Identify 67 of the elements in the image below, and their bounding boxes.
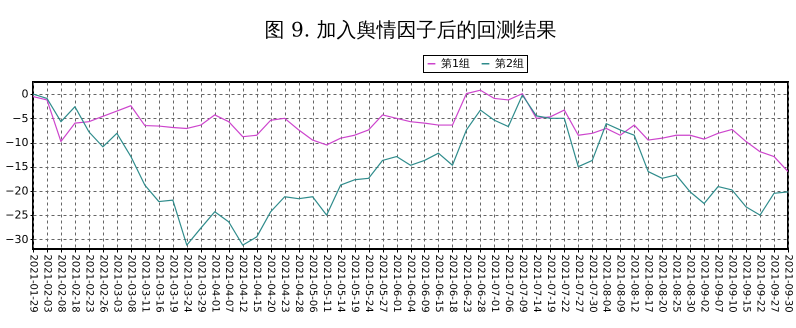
y-tick-label: −5 [12, 112, 28, 125]
legend-label: 第1组 [441, 56, 470, 70]
x-tick-label: 2021-04-01 [209, 254, 220, 313]
x-tick-label: 2021-02-08 [55, 254, 66, 313]
x-tick-label: 2021-04-15 [251, 254, 262, 313]
x-tick-label: 2021-02-23 [83, 254, 94, 313]
x-tick-label: 2021-06-18 [446, 254, 458, 313]
x-tick-label: 2021-07-06 [502, 254, 514, 313]
x-tick-label: 2021-04-23 [279, 254, 290, 313]
legend-label: 第2组 [495, 56, 524, 70]
x-tick-label: 2021-09-07 [712, 254, 724, 313]
x-tick-label: 2021-09-02 [698, 254, 710, 313]
x-tick-label: 2021-04-20 [265, 254, 276, 313]
x-tick-label: 2021-08-04 [600, 254, 612, 313]
x-tick-label: 2021-04-12 [237, 254, 248, 313]
y-tick-label: −30 [5, 232, 28, 246]
x-tick-label: 2021-04-28 [293, 254, 304, 313]
x-tick-label: 2021-02-03 [41, 254, 52, 313]
x-tick-label: 2021-09-27 [768, 254, 780, 313]
x-tick-label: 2021-08-25 [670, 254, 682, 313]
x-tick-label: 2021-02-18 [69, 254, 80, 313]
x-tick-label: 2021-07-19 [544, 254, 556, 313]
y-tick-label: −10 [5, 136, 28, 150]
x-tick-label: 2021-06-28 [474, 254, 486, 313]
x-tick-label: 2021-09-10 [726, 254, 738, 313]
x-tick-label: 2021-08-12 [628, 254, 640, 313]
x-tick-label: 2021-09-15 [740, 254, 752, 313]
x-tick-label: 2021-07-14 [530, 254, 542, 313]
y-tick-label: −15 [5, 160, 28, 174]
x-tick-label: 2021-03-24 [181, 254, 192, 313]
x-tick-label: 2021-05-24 [363, 254, 374, 313]
x-tick-label: 2021-05-19 [349, 254, 360, 313]
x-tick-label: 2021-03-08 [125, 254, 136, 313]
x-tick-label: 2021-07-22 [558, 254, 570, 313]
y-tick-label: −25 [5, 208, 28, 222]
x-tick-label: 2021-07-01 [488, 254, 500, 313]
x-tick-label: 2021-03-03 [111, 254, 122, 313]
x-tick-label: 2021-06-15 [432, 254, 444, 313]
x-tick-label: 2021-08-17 [642, 254, 654, 313]
x-tick-label: 2021-08-09 [614, 254, 626, 313]
x-tick-label: 2021-05-14 [335, 254, 346, 313]
x-tick-label: 2021-07-09 [516, 254, 528, 313]
x-tick-label: 2021-03-19 [167, 254, 178, 313]
x-tick-label: 2021-06-04 [405, 254, 416, 313]
x-tick-label: 2021-05-27 [377, 254, 388, 313]
x-tick-label: 2021-07-27 [572, 254, 584, 313]
x-tick-label: 2021-08-20 [656, 254, 668, 313]
x-tick-label: 2021-06-09 [418, 254, 430, 313]
x-tick-label: 2021-07-30 [586, 254, 598, 313]
y-tick-label: 0 [22, 88, 28, 101]
x-tick-label: 2021-06-23 [460, 254, 472, 313]
x-tick-label: 2021-04-07 [223, 254, 234, 313]
x-tick-label: 2021-09-30 [782, 254, 794, 313]
line-series [32, 94, 789, 246]
x-tick-label: 2021-05-11 [321, 254, 332, 313]
y-tick-label: −20 [5, 184, 28, 198]
x-tick-label: 2021-03-29 [195, 254, 206, 313]
line-series [32, 90, 789, 172]
x-tick-label: 2021-06-01 [391, 254, 402, 313]
x-tick-label: 2021-02-26 [97, 254, 108, 313]
x-tick-label: 2021-01-29 [28, 254, 38, 313]
x-tick-label: 2021-03-11 [139, 254, 150, 313]
x-tick-label: 2021-03-16 [153, 254, 164, 313]
chart-title: 图 9. 加入舆情因子后的回测结果 [264, 18, 556, 42]
x-tick-label: 2021-08-30 [684, 254, 696, 313]
x-tick-label: 2021-05-06 [307, 254, 318, 313]
x-tick-label: 2021-09-22 [754, 254, 766, 313]
